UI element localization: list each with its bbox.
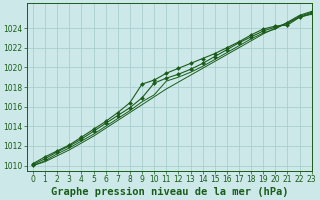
X-axis label: Graphe pression niveau de la mer (hPa): Graphe pression niveau de la mer (hPa)	[51, 186, 288, 197]
